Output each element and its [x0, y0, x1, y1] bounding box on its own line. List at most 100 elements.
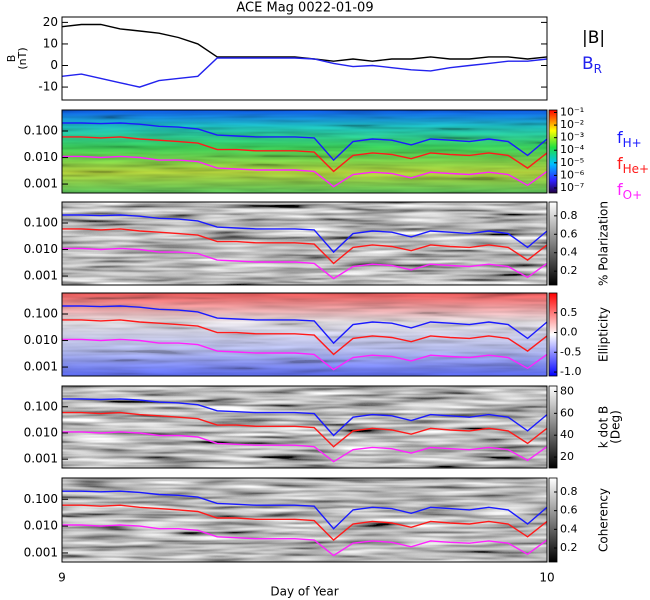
- series-line: [61, 57, 548, 88]
- y-tick-label: -10: [38, 80, 58, 94]
- y-tick-label: 10: [43, 36, 58, 50]
- y-tick-label: 0.001: [24, 545, 58, 559]
- series-line: [62, 305, 548, 345]
- y-tick-label: 0.010: [24, 519, 58, 533]
- colorbar-label: % Polarization: [597, 201, 611, 286]
- plot-frame: [61, 109, 548, 194]
- series-line: [62, 155, 548, 188]
- plot-frame: [61, 16, 548, 101]
- colorbar-label: Coherency: [597, 488, 611, 552]
- colorbar: [548, 477, 558, 563]
- series-line: [62, 524, 548, 557]
- colorbar-tick-label: 0.8: [560, 485, 578, 498]
- series-line: [62, 214, 548, 254]
- legend-entry: BR: [582, 54, 602, 76]
- legend-entry: fH+: [617, 128, 642, 150]
- y-tick-label: 0.010: [24, 150, 58, 164]
- colorbar-tick-label: 0.0: [560, 326, 578, 339]
- colorbar-tick-label: 10⁻¹: [560, 106, 584, 119]
- colorbar-tick-label: 0.4: [560, 522, 578, 535]
- colorbar-label: Coherency: [597, 488, 611, 552]
- series-line: [62, 247, 548, 280]
- y-axis-label: B(nT): [5, 47, 29, 69]
- y-tick-label: 0.100: [24, 307, 58, 321]
- legend-subscript: He+: [623, 162, 649, 176]
- y-tick-label: 0.001: [24, 269, 58, 283]
- plot-frame: [61, 292, 548, 377]
- series-line: [61, 23, 548, 62]
- legend-label: |B|: [582, 28, 605, 48]
- y-tick-label: 0.010: [24, 333, 58, 347]
- series-line: [62, 338, 548, 371]
- colorbar-tick-label: 0.2: [560, 541, 578, 554]
- colorbar-label: Ellipticity: [597, 307, 611, 362]
- legend-entry: |B|: [582, 28, 605, 48]
- plot-frame: [61, 385, 548, 469]
- x-tick-label: 10: [539, 571, 554, 585]
- y-axis-label: (nT): [16, 47, 29, 69]
- colorbar-tick-label: 20: [560, 450, 574, 463]
- colorbar-tick-label: 10⁻⁶: [560, 168, 585, 181]
- x-tick-label: 9: [58, 571, 66, 585]
- series-line: [62, 490, 548, 530]
- colorbar-tick-label: 10⁻²: [560, 118, 584, 131]
- legend-label: B: [582, 54, 594, 74]
- colorbar-tick-label: 0.6: [560, 504, 578, 517]
- colorbar-tick-label: -0.5: [560, 345, 581, 358]
- colorbar-tick-label: 10⁻⁵: [560, 156, 584, 169]
- series-line: [62, 504, 548, 542]
- legend-subscript: O+: [623, 188, 643, 202]
- colorbar-label: k dot B(Deg): [597, 406, 623, 448]
- y-tick-label: 0.010: [24, 242, 58, 256]
- colorbar-tick-label: 60: [560, 406, 574, 419]
- series-line: [62, 122, 548, 162]
- y-tick-label: 0: [50, 58, 58, 72]
- colorbar-label: (Deg): [609, 410, 623, 444]
- legend-label: f: [617, 128, 623, 147]
- series-line: [62, 431, 548, 463]
- plot-frame: [61, 477, 548, 563]
- y-tick-label: 0.001: [24, 452, 58, 466]
- legend-entry: fO+: [617, 180, 642, 202]
- colorbar-tick-label: 80: [560, 384, 574, 397]
- colorbar-tick-label: 10⁻⁷: [560, 181, 584, 194]
- colorbar-tick-label: 0.5: [560, 306, 578, 319]
- colorbar-label: % Polarization: [597, 201, 611, 286]
- legend-entry: fHe+: [617, 154, 649, 176]
- y-tick-label: 0.010: [24, 425, 58, 439]
- colorbar-tick-label: -1.0: [560, 365, 581, 378]
- series-line: [62, 136, 548, 173]
- y-axis-label: B: [5, 55, 18, 63]
- colorbar-tick-label: 0.4: [560, 246, 578, 259]
- colorbar-tick-label: 10⁻³: [560, 131, 584, 144]
- colorbar: [548, 385, 558, 469]
- colorbar: [548, 109, 558, 194]
- colorbar: [548, 292, 558, 377]
- series-line: [62, 411, 548, 448]
- y-tick-label: 0.100: [24, 399, 58, 413]
- colorbar-tick-label: 40: [560, 428, 574, 441]
- y-tick-label: 0.100: [24, 124, 58, 138]
- y-tick-label: 0.001: [24, 177, 58, 191]
- x-axis-label: Day of Year: [270, 585, 338, 599]
- legend-subscript: H+: [623, 136, 642, 150]
- plot-frame: [61, 201, 548, 286]
- chart-title: ACE Mag 0022-01-09: [236, 1, 373, 16]
- series-line: [62, 319, 548, 356]
- colorbar: [548, 201, 558, 286]
- colorbar-tick-label: 0.2: [560, 264, 578, 277]
- colorbar-label: k dot B: [597, 406, 611, 448]
- series-line: [62, 398, 548, 437]
- colorbar-tick-label: 0.8: [560, 209, 578, 222]
- series-line: [62, 228, 548, 265]
- legend-label: f: [617, 180, 623, 199]
- legend-subscript: R: [594, 62, 602, 76]
- colorbar-label: Ellipticity: [597, 307, 611, 362]
- y-tick-label: 0.001: [24, 360, 58, 374]
- y-tick-label: 20: [43, 15, 58, 29]
- legend-label: f: [617, 154, 623, 173]
- y-tick-label: 0.100: [24, 216, 58, 230]
- colorbar-tick-label: 10⁻⁴: [560, 143, 585, 156]
- y-tick-label: 0.100: [24, 492, 58, 506]
